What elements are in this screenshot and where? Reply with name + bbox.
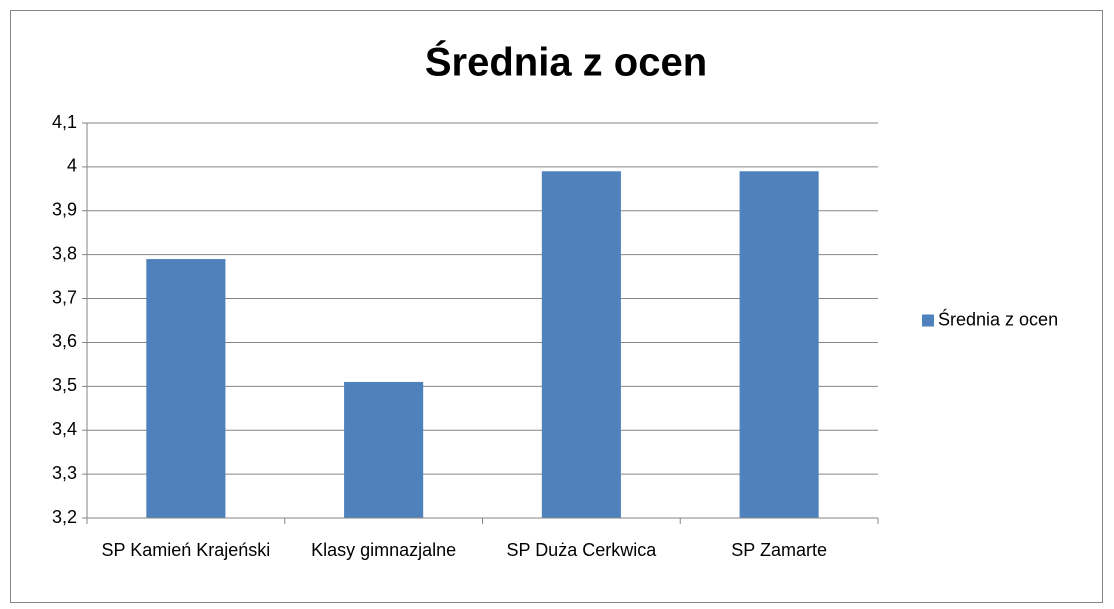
y-tick-label: 3,4 [52,419,77,439]
bar [146,259,226,518]
y-tick-label: 4,1 [52,112,77,132]
y-tick-label: 3,7 [52,287,77,307]
bar [739,171,819,518]
y-tick-label: 4 [67,156,77,176]
y-tick-label: 3,5 [52,375,77,395]
legend-label: Średnia z ocen [938,308,1058,329]
legend-swatch [922,314,934,327]
y-tick-label: 3,6 [52,331,77,351]
x-tick-label: SP Zamarte [731,540,827,560]
y-tick-label: 3,9 [52,200,77,220]
x-tick-label: SP Kamień Krajeński [102,540,271,560]
chart-title: Średnia z ocen [425,39,707,85]
y-tick-label: 3,3 [52,463,77,483]
x-tick-label: Klasy gimnazjalne [311,540,456,560]
x-tick-label: SP Duża Cerkwica [507,540,658,560]
bar [344,381,424,518]
bar [541,171,621,518]
y-tick-label: 3,8 [52,243,77,263]
y-tick-label: 3,2 [52,507,77,527]
